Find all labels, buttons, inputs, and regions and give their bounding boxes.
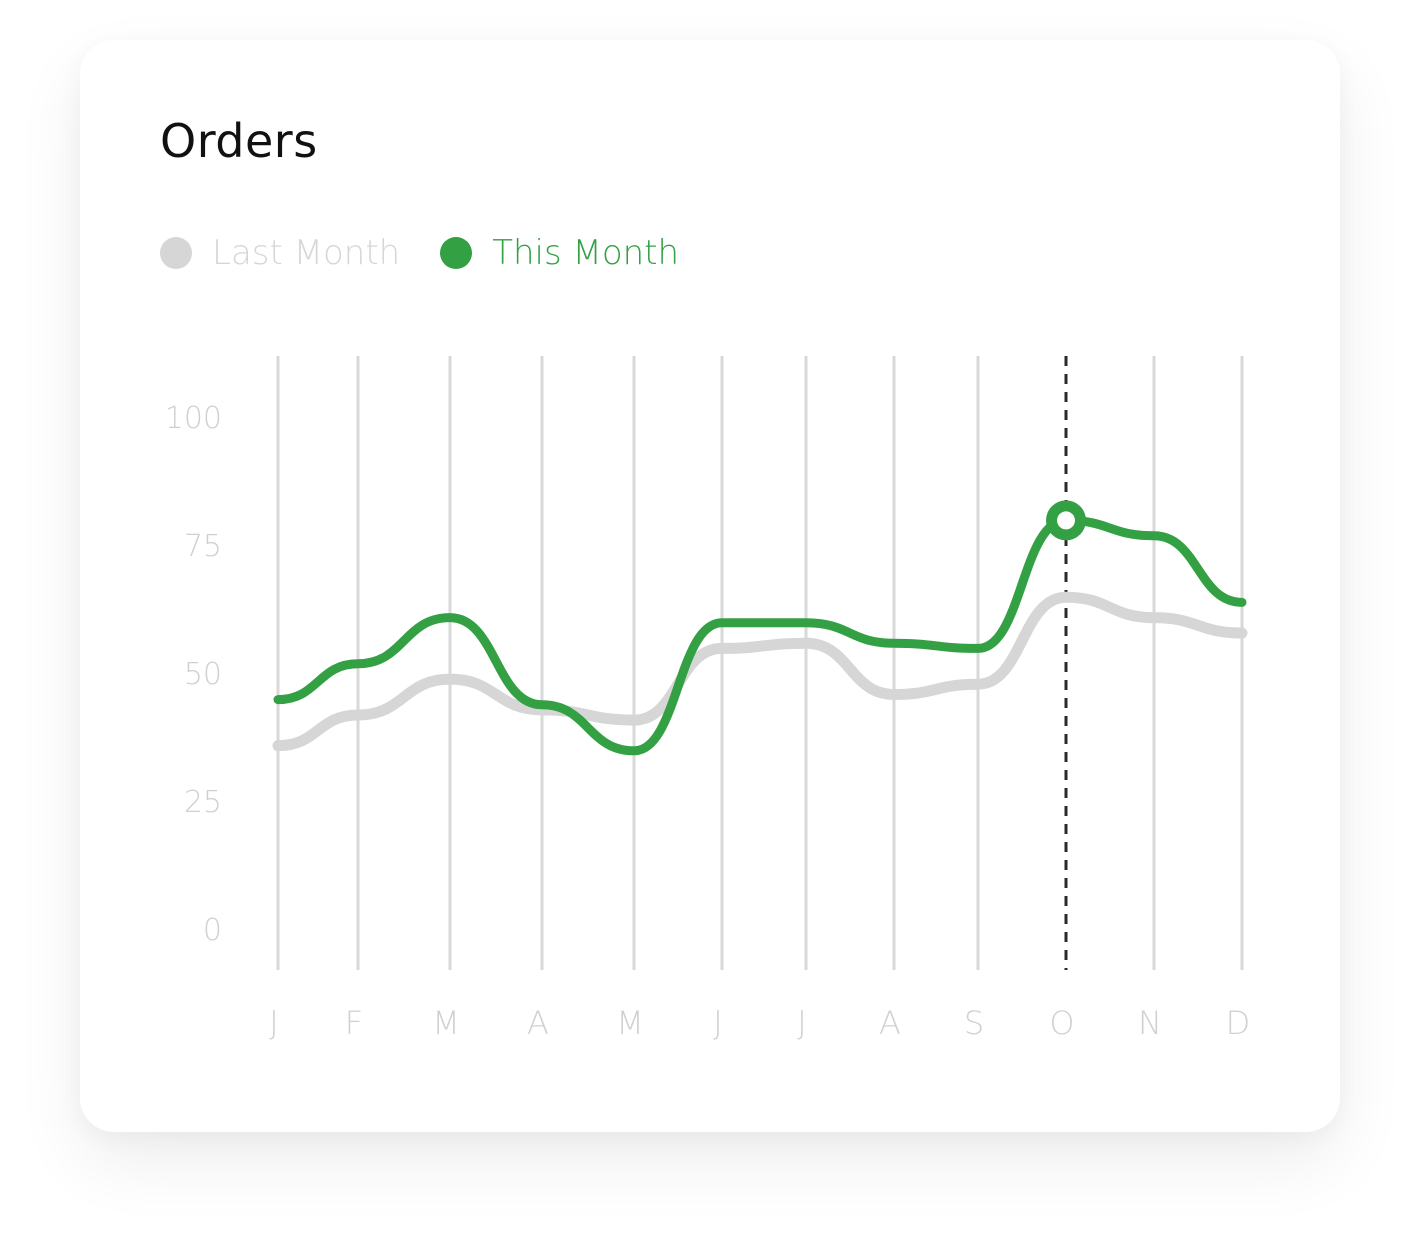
orders-card: Orders Last Month This Month 0 25 50 75 100 … xyxy=(80,40,1340,1132)
series-layer xyxy=(272,515,1248,756)
card-title: Orders xyxy=(160,114,318,168)
y-axis-ticks: 0 25 50 75 100 xyxy=(165,401,222,948)
y-tick-label: 0 xyxy=(203,913,222,948)
x-tick-label: J xyxy=(797,1004,806,1042)
legend-label-this-month: This Month xyxy=(492,233,680,273)
y-tick-label: 50 xyxy=(184,657,222,692)
legend-label-last-month: Last Month xyxy=(212,233,401,273)
highlight-point-inner xyxy=(1057,511,1075,530)
x-tick-label: M xyxy=(432,1004,460,1042)
y-tick-label: 100 xyxy=(165,401,222,436)
legend-item-this-month[interactable]: This Month xyxy=(440,236,679,270)
x-tick-label: O xyxy=(1049,1004,1074,1042)
x-tick-label: M xyxy=(616,1004,644,1042)
y-tick-label: 25 xyxy=(184,785,222,820)
y-tick-label: 75 xyxy=(184,529,222,564)
x-tick-label: J xyxy=(713,1004,722,1042)
series-line-this-month xyxy=(273,515,1247,756)
x-tick-label: D xyxy=(1226,1004,1251,1042)
x-tick-label: F xyxy=(345,1004,363,1042)
x-tick-label: N xyxy=(1138,1004,1162,1042)
legend-dot-this-month-icon xyxy=(440,237,473,269)
x-tick-label: A xyxy=(527,1004,549,1042)
series-line-last-month xyxy=(272,591,1248,752)
legend-dot-last-month-icon xyxy=(160,237,192,269)
x-tick-label: S xyxy=(964,1004,984,1042)
highlight-layer xyxy=(1046,500,1086,541)
orders-line-chart: 0 25 50 75 100 J F M A M J J A S O N D xyxy=(165,356,1250,1042)
vertical-grid xyxy=(276,356,1244,970)
legend-item-last-month[interactable]: Last Month xyxy=(160,236,400,270)
chart-legend: Last Month This Month xyxy=(160,236,679,270)
x-tick-label: A xyxy=(879,1004,901,1042)
x-tick-label: J xyxy=(269,1004,278,1042)
